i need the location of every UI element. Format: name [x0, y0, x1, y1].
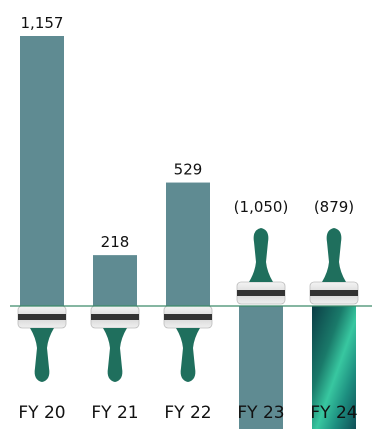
category-label: FY 24 — [310, 403, 357, 423]
bars-layer — [20, 36, 356, 429]
paintbrush-icon — [17, 305, 67, 382]
category-label: FY 20 — [18, 403, 65, 423]
category-label: FY 21 — [91, 403, 138, 423]
value-labels-layer: 1,157 218 529 (1,050) (879) — [21, 14, 355, 251]
data-label: 1,157 — [21, 14, 64, 32]
bar — [166, 182, 210, 306]
paintbrush-icon — [236, 228, 286, 305]
data-label: 529 — [174, 161, 203, 179]
brushes-layer — [17, 228, 359, 382]
data-label: (879) — [314, 198, 354, 216]
paintbrush-icon — [163, 305, 213, 382]
category-labels-layer: FY 20 FY 21 FY 22 FY 23 FY 24 — [18, 403, 357, 423]
category-label: FY 23 — [237, 403, 284, 423]
bar — [312, 306, 356, 429]
bar — [93, 255, 137, 306]
bar — [239, 306, 283, 429]
paintbrush-icon — [90, 305, 140, 382]
data-label: 218 — [101, 233, 130, 251]
category-label: FY 22 — [164, 403, 211, 423]
data-label: (1,050) — [234, 198, 289, 216]
bar — [20, 36, 64, 306]
paintbrush-icon — [309, 228, 359, 305]
